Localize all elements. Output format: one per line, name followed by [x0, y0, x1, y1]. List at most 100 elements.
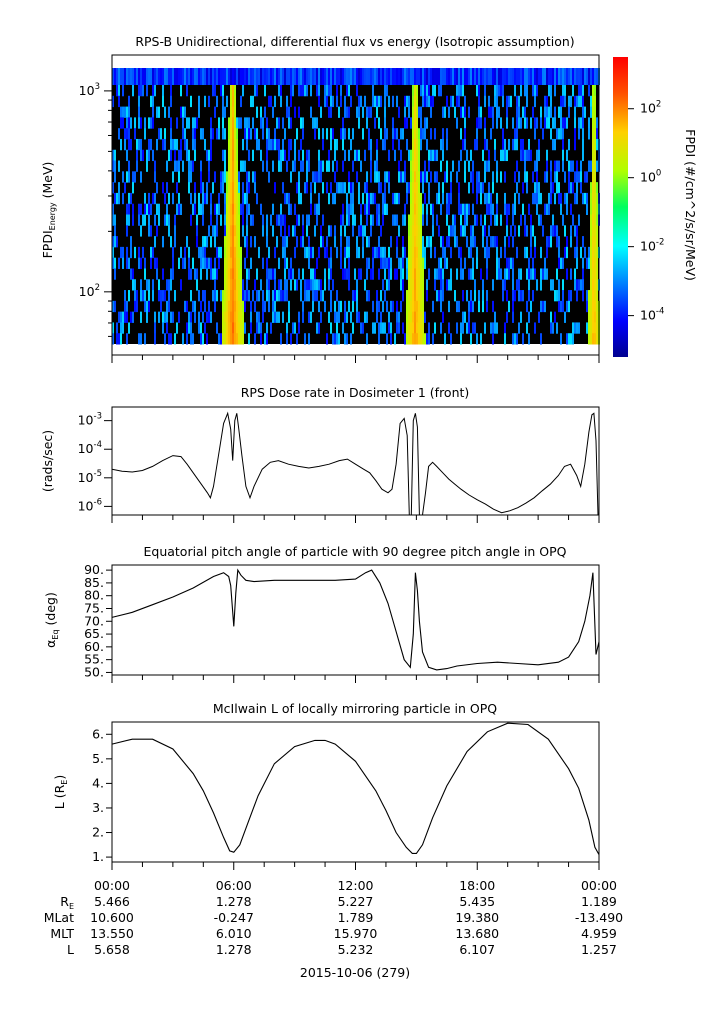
spectrogram-cell: [158, 290, 160, 302]
spectrogram-cell: [340, 236, 342, 248]
spectrogram-cell: [578, 128, 580, 140]
spectrogram-cell: [270, 214, 272, 226]
spectrogram-cell: [590, 279, 592, 291]
spectrogram-cell: [260, 117, 262, 129]
spectrogram-cell: [352, 203, 354, 215]
spectrogram-cell: [506, 117, 508, 129]
spectrogram-cell: [338, 182, 340, 194]
spectrogram-cell: [444, 68, 446, 85]
spectrogram-cell: [166, 68, 168, 85]
spectrogram-cell: [562, 128, 564, 140]
spectrogram-cell: [370, 225, 372, 237]
spectrogram-cell: [346, 214, 348, 226]
spectrogram-cell: [274, 68, 276, 85]
spectrogram-cell: [506, 268, 508, 280]
spectrogram-cell: [226, 322, 228, 334]
spectrogram-cell: [500, 117, 502, 129]
spectrogram-cell: [306, 85, 308, 97]
spectrogram-cell: [210, 214, 212, 226]
spectrogram-cell: [472, 182, 474, 194]
spectrogram-cell: [570, 203, 572, 215]
spectrogram-cell: [592, 257, 594, 269]
spectrogram-cell: [136, 300, 138, 313]
spectrogram-cell: [284, 68, 286, 85]
spectrogram-cell: [412, 246, 414, 259]
spectrogram-cell: [242, 138, 244, 151]
spectrogram-cell: [476, 85, 478, 97]
spectrogram-cell: [504, 203, 506, 215]
spectrogram-cell: [356, 246, 358, 259]
spectrogram-cell: [230, 117, 232, 129]
spectrogram-cell: [200, 322, 202, 334]
spectrogram-cell: [436, 192, 438, 205]
spectrogram-cell: [314, 182, 316, 194]
spectrogram-cell: [124, 106, 126, 118]
spectrogram-cell: [298, 149, 300, 162]
spectrogram-cell: [472, 225, 474, 237]
spectrogram-cell: [418, 149, 420, 162]
spectrogram-cell: [140, 311, 142, 323]
spectrogram-cell: [174, 236, 176, 248]
spectrogram-cell: [446, 257, 448, 269]
spectrogram-cell: [328, 192, 330, 205]
y-tick-label: 90.: [84, 562, 104, 577]
spectrogram-cell: [280, 149, 282, 162]
spectrogram-cell: [114, 214, 116, 226]
spectrogram-cell: [346, 192, 348, 205]
spectrogram-cell: [462, 68, 464, 85]
spectrogram-cell: [396, 128, 398, 140]
spectrogram-cell: [310, 106, 312, 118]
spectrogram-cell: [586, 192, 588, 205]
spectrogram-cell: [224, 236, 226, 248]
spectrogram-cell: [290, 85, 292, 97]
spectrogram-cell: [550, 192, 552, 205]
spectrogram-cell: [244, 290, 246, 302]
time-tick-label: 12:00: [337, 878, 373, 893]
spectrogram-cell: [408, 333, 410, 345]
spectrogram-cell: [394, 68, 396, 85]
spectrogram-cell: [346, 268, 348, 280]
spectrogram-cell: [570, 333, 572, 345]
spectrogram-cell: [216, 95, 218, 108]
spectrogram-cell: [352, 322, 354, 334]
spectrogram-cell: [412, 149, 414, 162]
spectrogram-cell: [364, 182, 366, 194]
spectrogram-cell: [196, 214, 198, 226]
spectrogram-cell: [130, 268, 132, 280]
spectrogram-cell: [570, 268, 572, 280]
spectrogram-cell: [518, 95, 520, 108]
spectrogram-cell: [216, 290, 218, 302]
spectrogram-cell: [370, 149, 372, 162]
spectrogram-cell: [232, 279, 234, 291]
spectrogram-cell: [562, 257, 564, 269]
spectrogram-cell: [464, 68, 466, 85]
spectrogram-cell: [248, 171, 250, 183]
spectrogram-cell: [360, 225, 362, 237]
spectrogram-cell: [502, 138, 504, 151]
spectrogram-cell: [430, 68, 432, 85]
spectrogram-cell: [210, 138, 212, 151]
spectrogram-cell: [568, 171, 570, 183]
spectrogram-cell: [170, 333, 172, 345]
spectrogram-cell: [458, 246, 460, 259]
spectrogram-cell: [114, 160, 116, 172]
spectrogram-cell: [208, 95, 210, 108]
spectrogram-cell: [216, 214, 218, 226]
spectrogram-cell: [204, 138, 206, 151]
spectrogram-cell: [236, 236, 238, 248]
spectrogram-cell: [366, 214, 368, 226]
spectrogram-cell: [336, 68, 338, 85]
spectrogram-cell: [566, 236, 568, 248]
spectrogram-cell: [474, 138, 476, 151]
spectrogram-cell: [412, 117, 414, 129]
spectrogram-cell: [404, 160, 406, 172]
spectrogram-cell: [276, 68, 278, 85]
spectrogram-cell: [272, 268, 274, 280]
spectrogram-cell: [482, 290, 484, 302]
spectrogram-cell: [282, 138, 284, 151]
spectrogram-cell: [438, 290, 440, 302]
spectrogram-cell: [452, 225, 454, 237]
spectrogram-cell: [246, 117, 248, 129]
spectrogram-cell: [234, 128, 236, 140]
spectrogram-cell: [484, 117, 486, 129]
